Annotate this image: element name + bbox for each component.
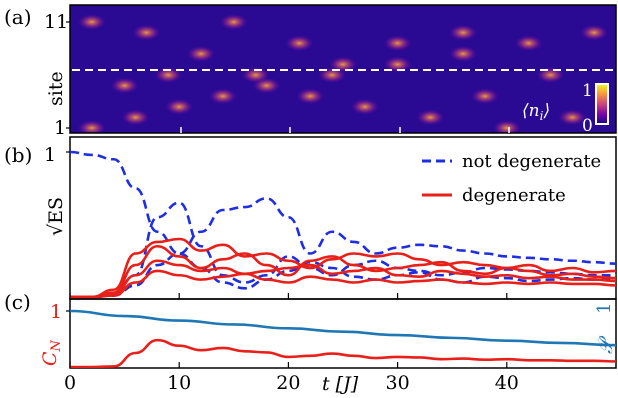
panel-b-label: (b) — [4, 143, 32, 167]
heatmap-cell — [416, 109, 445, 126]
svg-text:CN: CN — [39, 339, 64, 366]
panel-b-ylabel: √ES — [45, 197, 67, 236]
panel-c-series-line-0 — [70, 309, 616, 347]
panel-c-series-line-1 — [70, 338, 616, 368]
legend-label-degenerate: degenerate — [462, 185, 566, 206]
colorbar-min: 0 — [582, 116, 593, 136]
heatmap-frame — [69, 4, 617, 134]
legend: not degenerate degenerate — [422, 151, 601, 206]
svg-text:√ES: √ES — [45, 197, 67, 236]
panel-c-ylabel-right: 𝒫 — [595, 335, 617, 354]
heatmap-cell — [449, 45, 478, 62]
svg-text:𝒫: 𝒫 — [595, 335, 617, 354]
heatmap-cell — [449, 24, 478, 41]
panel-b-ytick-1: 1 — [44, 144, 56, 166]
heatmap-cell — [514, 35, 543, 52]
heatmap-cell — [121, 109, 150, 126]
ytick-1: 1 — [54, 117, 66, 139]
heatmap-cell — [77, 120, 106, 133]
panel-c-frame — [69, 298, 617, 369]
x-axis-label: t [J] — [322, 373, 359, 395]
x-tick-label: 0 — [64, 372, 76, 394]
heatmap-cell — [350, 98, 379, 115]
legend-label-not-degenerate: not degenerate — [462, 151, 601, 172]
heatmap-cell — [77, 14, 106, 30]
heatmap — [69, 4, 617, 134]
panel-b-series-line-3 — [70, 237, 616, 299]
panel-c-right-ytick: 1 — [594, 303, 615, 314]
heatmap-cell — [558, 109, 587, 126]
heatmap-cell — [110, 77, 139, 94]
heatmap-cell — [132, 24, 161, 41]
heatmap-cell — [285, 35, 314, 52]
panel-b-series-line-4 — [70, 244, 616, 299]
svg-text:1: 1 — [594, 303, 615, 314]
heatmap-cell — [165, 98, 194, 115]
colorbar-label: ⟨ni⟩ — [522, 101, 550, 123]
colorbar-max: 1 — [582, 81, 593, 101]
yaxis-label-site: site — [45, 71, 67, 106]
x-axis-ticks: 0 10 20 30 40 — [64, 293, 519, 394]
heatmap-cell — [383, 35, 412, 52]
heatmap-cell — [296, 88, 325, 105]
heatmap-cell — [329, 56, 357, 73]
panel-c-label: (c) — [4, 290, 31, 314]
x-tick-label: 10 — [167, 372, 191, 394]
panel-b-series-line-0 — [70, 150, 616, 265]
colorbar-gradient — [595, 83, 609, 125]
heatmap-cell — [219, 14, 248, 30]
heatmap-cell — [208, 88, 237, 105]
panel-b-series — [70, 150, 616, 299]
heatmap-xticks — [180, 127, 510, 133]
heatmap-cell — [383, 56, 412, 73]
heatmap-cell — [492, 120, 521, 133]
heatmap-cells — [77, 14, 609, 133]
panel-c-left-ytick: 1 — [50, 301, 62, 323]
panel-c-series — [70, 309, 616, 368]
heatmap-cell — [187, 45, 216, 62]
colorbar: 1 0 ⟨ni⟩ — [522, 81, 609, 136]
ytick-11: 11 — [44, 11, 68, 33]
heatmap-cell — [580, 24, 609, 41]
heatmap-cell — [470, 88, 499, 105]
x-tick-label: 40 — [495, 372, 519, 394]
x-tick-label: 30 — [386, 372, 410, 394]
heatmap-cell — [154, 67, 183, 83]
panel-b-series-line-5 — [70, 259, 616, 299]
panel-b-series-line-6 — [70, 269, 616, 299]
panel-c-ylabel-left: CN — [39, 339, 64, 366]
x-tick-label: 20 — [276, 372, 300, 394]
panel-a-label: (a) — [4, 5, 32, 29]
